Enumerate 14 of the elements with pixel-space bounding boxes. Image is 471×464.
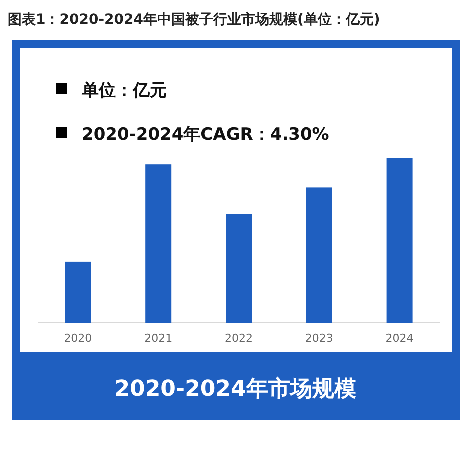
x-tick-label: 2022 (225, 332, 253, 345)
bar (386, 158, 413, 323)
text: 单位：亿元 (81, 81, 167, 101)
chart-title: 图表1：2020-2024年中国被子行业市场规模(单位：亿元) (8, 11, 380, 28)
text: 2020-2024年CAGR：4.30% (82, 125, 330, 145)
x-tick-label: 2023 (305, 332, 334, 345)
bar (226, 214, 252, 323)
bar (306, 188, 332, 323)
text: 2020-2024年市场规模 (114, 376, 356, 402)
bar (146, 164, 172, 323)
x-tick-label: 2024 (386, 332, 414, 345)
x-tick-label: 2020 (64, 332, 92, 345)
x-tick-label: 2021 (144, 332, 173, 345)
bar (65, 262, 92, 323)
